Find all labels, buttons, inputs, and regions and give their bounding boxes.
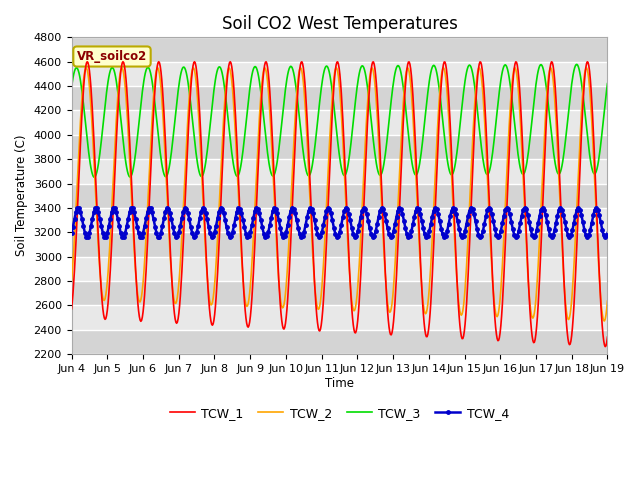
Bar xyxy=(72,232,607,257)
Bar xyxy=(72,37,607,62)
Bar xyxy=(72,305,607,330)
TCW_3 xyxy=(604,81,611,86)
Bar xyxy=(72,281,607,305)
Line: TCW_1: TCW_1 xyxy=(72,62,607,347)
X-axis label: Time: Time xyxy=(325,377,354,390)
TCW_4 xyxy=(217,205,225,211)
TCW_3 xyxy=(91,174,99,180)
Line: TCW_2: TCW_2 xyxy=(72,68,607,321)
TCW_4 xyxy=(604,230,611,236)
TCW_4 xyxy=(134,227,141,233)
TCW_2 xyxy=(405,69,413,75)
TCW_2 xyxy=(604,298,611,304)
Legend: TCW_1, TCW_2, TCW_3, TCW_4: TCW_1, TCW_2, TCW_3, TCW_4 xyxy=(165,402,514,424)
TCW_3 xyxy=(405,138,413,144)
TCW_3 xyxy=(421,117,429,123)
TCW_1 xyxy=(604,334,611,340)
TCW_3 xyxy=(216,64,224,70)
TCW_4 xyxy=(406,233,413,239)
TCW_4 xyxy=(188,230,196,236)
TCW_1 xyxy=(68,306,76,312)
TCW_2 xyxy=(77,106,85,111)
Bar xyxy=(72,330,607,354)
TCW_4 xyxy=(101,234,109,240)
TCW_2 xyxy=(215,205,223,211)
TCW_4 xyxy=(92,205,100,211)
TCW_4 xyxy=(68,230,76,236)
Bar xyxy=(72,135,607,159)
TCW_1 xyxy=(421,326,429,332)
TCW_1 xyxy=(405,59,413,65)
TCW_1 xyxy=(77,125,85,131)
Y-axis label: Soil Temperature (C): Soil Temperature (C) xyxy=(15,135,28,256)
TCW_4 xyxy=(422,233,429,239)
TCW_1 xyxy=(188,76,195,82)
Line: TCW_3: TCW_3 xyxy=(72,64,607,177)
TCW_3 xyxy=(573,61,580,67)
TCW_3 xyxy=(77,83,85,89)
TCW_1 xyxy=(602,344,609,349)
TCW_1 xyxy=(155,59,163,65)
Bar xyxy=(72,110,607,135)
TCW_3 xyxy=(68,84,76,90)
TCW_1 xyxy=(132,280,140,286)
TCW_2 xyxy=(68,278,76,284)
Title: Soil CO2 West Temperatures: Soil CO2 West Temperatures xyxy=(221,15,458,33)
Text: VR_soilco2: VR_soilco2 xyxy=(77,50,147,63)
Bar xyxy=(72,257,607,281)
TCW_2 xyxy=(187,76,195,82)
TCW_2 xyxy=(600,318,608,324)
Line: TCW_4: TCW_4 xyxy=(70,206,609,239)
Bar xyxy=(72,62,607,86)
TCW_2 xyxy=(132,279,140,285)
TCW_4 xyxy=(77,212,85,218)
TCW_3 xyxy=(133,137,141,143)
TCW_2 xyxy=(421,310,429,316)
Bar xyxy=(72,208,607,232)
TCW_2 xyxy=(404,65,412,71)
Bar xyxy=(72,159,607,183)
TCW_1 xyxy=(216,223,224,229)
Bar xyxy=(72,86,607,110)
TCW_3 xyxy=(188,109,195,115)
Bar xyxy=(72,183,607,208)
